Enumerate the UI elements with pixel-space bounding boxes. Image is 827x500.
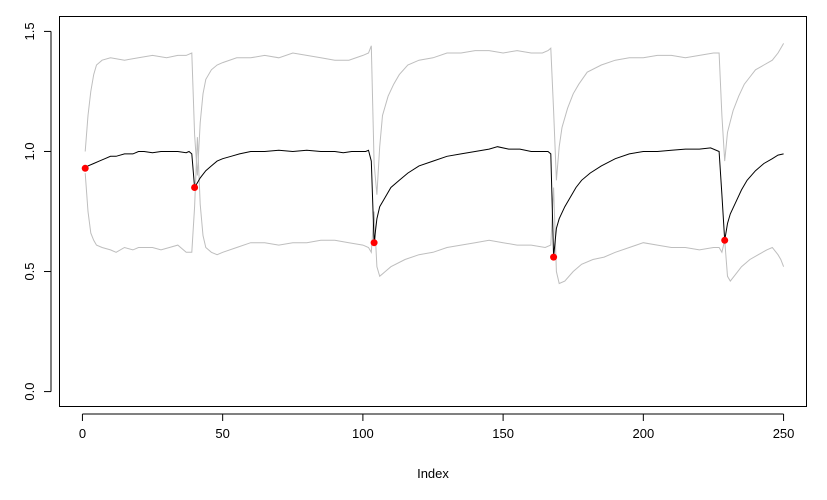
highlight-points [81,164,729,261]
y-tick-label: 1.5 [22,22,37,40]
x-tick-label: 250 [773,426,795,441]
highlight-point-3 [370,239,378,247]
x-axis-title: Index [417,466,449,481]
series-line-mean [84,146,784,258]
series-line-lower [84,137,785,285]
x-tick-label: 150 [492,426,514,441]
mean-lines [84,146,784,258]
x-tick-label: 200 [632,426,654,441]
y-tick-label: 0.5 [22,262,37,280]
x-tick-label: 0 [79,426,86,441]
x-axis: 0 50 100 150 200 250 [79,413,795,441]
y-axis: 0.0 0.5 1.0 1.5 [22,22,52,401]
plot-frame [59,16,807,407]
y-tick-label: 1.0 [22,142,37,160]
x-tick-label: 100 [352,426,374,441]
highlight-point-4 [550,253,558,261]
highlight-point-2 [191,184,199,191]
band-lines [84,43,785,285]
series-line-upper [84,43,785,195]
highlight-point-1 [81,164,89,172]
x-tick-label: 50 [215,426,229,441]
y-tick-label: 0.0 [22,383,37,401]
highlight-point-5 [721,236,729,244]
